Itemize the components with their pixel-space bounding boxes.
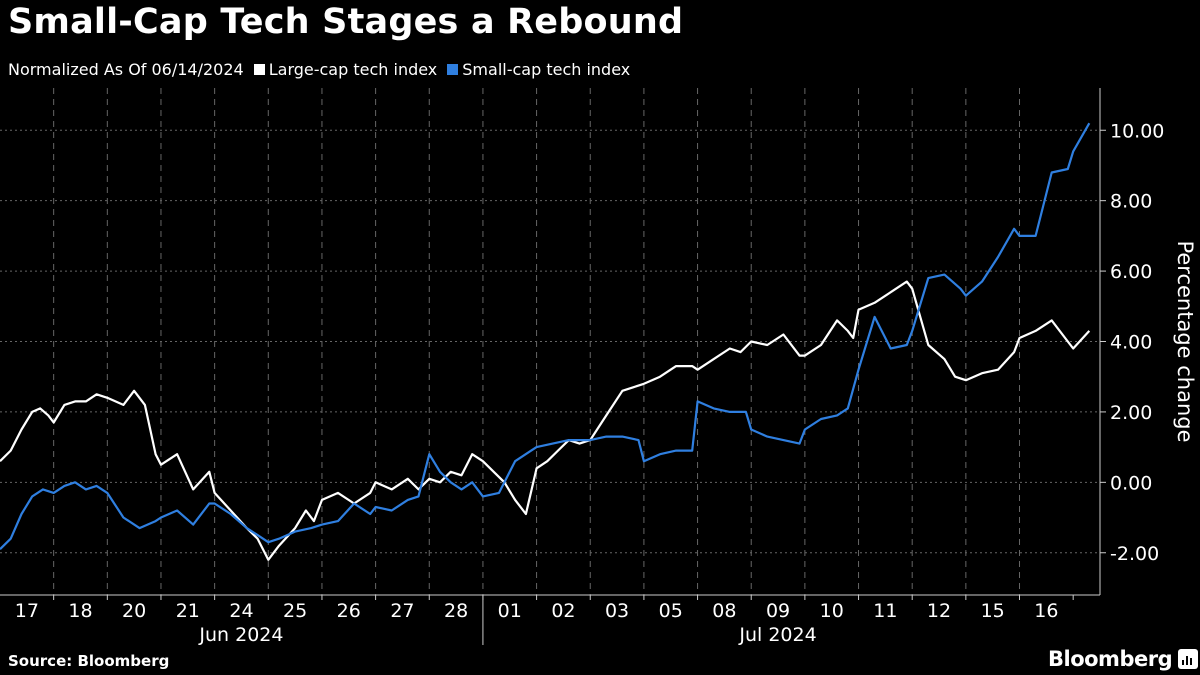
source-note: Source: Bloomberg [8,652,170,670]
y-tick-label: 4.00 [1110,332,1152,354]
x-tick-label: 03 [605,600,629,622]
axes: -2.00 0.00 2.00 4.00 6.00 8.00 10.00 17 18 20 21 24… [0,88,1197,646]
x-tick-label: 08 [712,600,736,622]
y-tick-label: 8.00 [1110,191,1152,213]
x-tick-label: 18 [68,600,92,622]
legend-note: Normalized As Of 06/14/2024 [8,60,244,79]
bloomberg-terminal-icon [1178,649,1199,669]
x-tick-label: 28 [444,600,468,622]
x-tick-label: 15 [981,600,1005,622]
series-lines [0,122,1091,561]
x-tick-label: 11 [873,600,897,622]
x-tick-label: 26 [337,600,361,622]
large-cap-series-line [0,280,1091,561]
x-tick-label: 27 [390,600,414,622]
y-tick-label: -2.00 [1110,543,1159,565]
x-tick-label: 25 [283,600,307,622]
x-tick-label: 10 [820,600,844,622]
y-tick-label: 10.00 [1110,120,1164,142]
x-month-label: Jul 2024 [738,624,816,646]
x-tick-label: 05 [659,600,683,622]
x-tick-label: 16 [1034,600,1058,622]
x-tick-label: 21 [176,600,200,622]
legend: Normalized As Of 06/14/2024 Large-cap te… [8,60,630,79]
y-tick-label: 2.00 [1110,402,1152,424]
legend-swatch-small-cap [447,64,459,75]
legend-label-small-cap: Small-cap tech index [462,60,631,79]
small-cap-series-line [0,122,1091,550]
chart-title: Small-Cap Tech Stages a Rebound [8,2,684,42]
x-tick-label: 20 [122,600,146,622]
y-tick-label: 6.00 [1110,261,1152,283]
legend-swatch-large-cap [253,64,265,75]
x-month-label: Jun 2024 [198,624,283,646]
x-tick-label: 01 [498,600,522,622]
y-axis-title: Percentage change [1173,240,1197,442]
x-tick-label: 09 [766,600,790,622]
x-tick-label: 12 [927,600,951,622]
brand-logo: Bloomberg [1048,647,1199,671]
x-tick-label: 02 [551,600,575,622]
x-tick-label: 24 [229,600,253,622]
y-tick-label: 0.00 [1110,472,1152,494]
legend-label-large-cap: Large-cap tech index [268,60,438,79]
brand-name: Bloomberg [1048,647,1173,671]
gridlines [0,88,1100,595]
x-tick-label: 17 [15,600,39,622]
